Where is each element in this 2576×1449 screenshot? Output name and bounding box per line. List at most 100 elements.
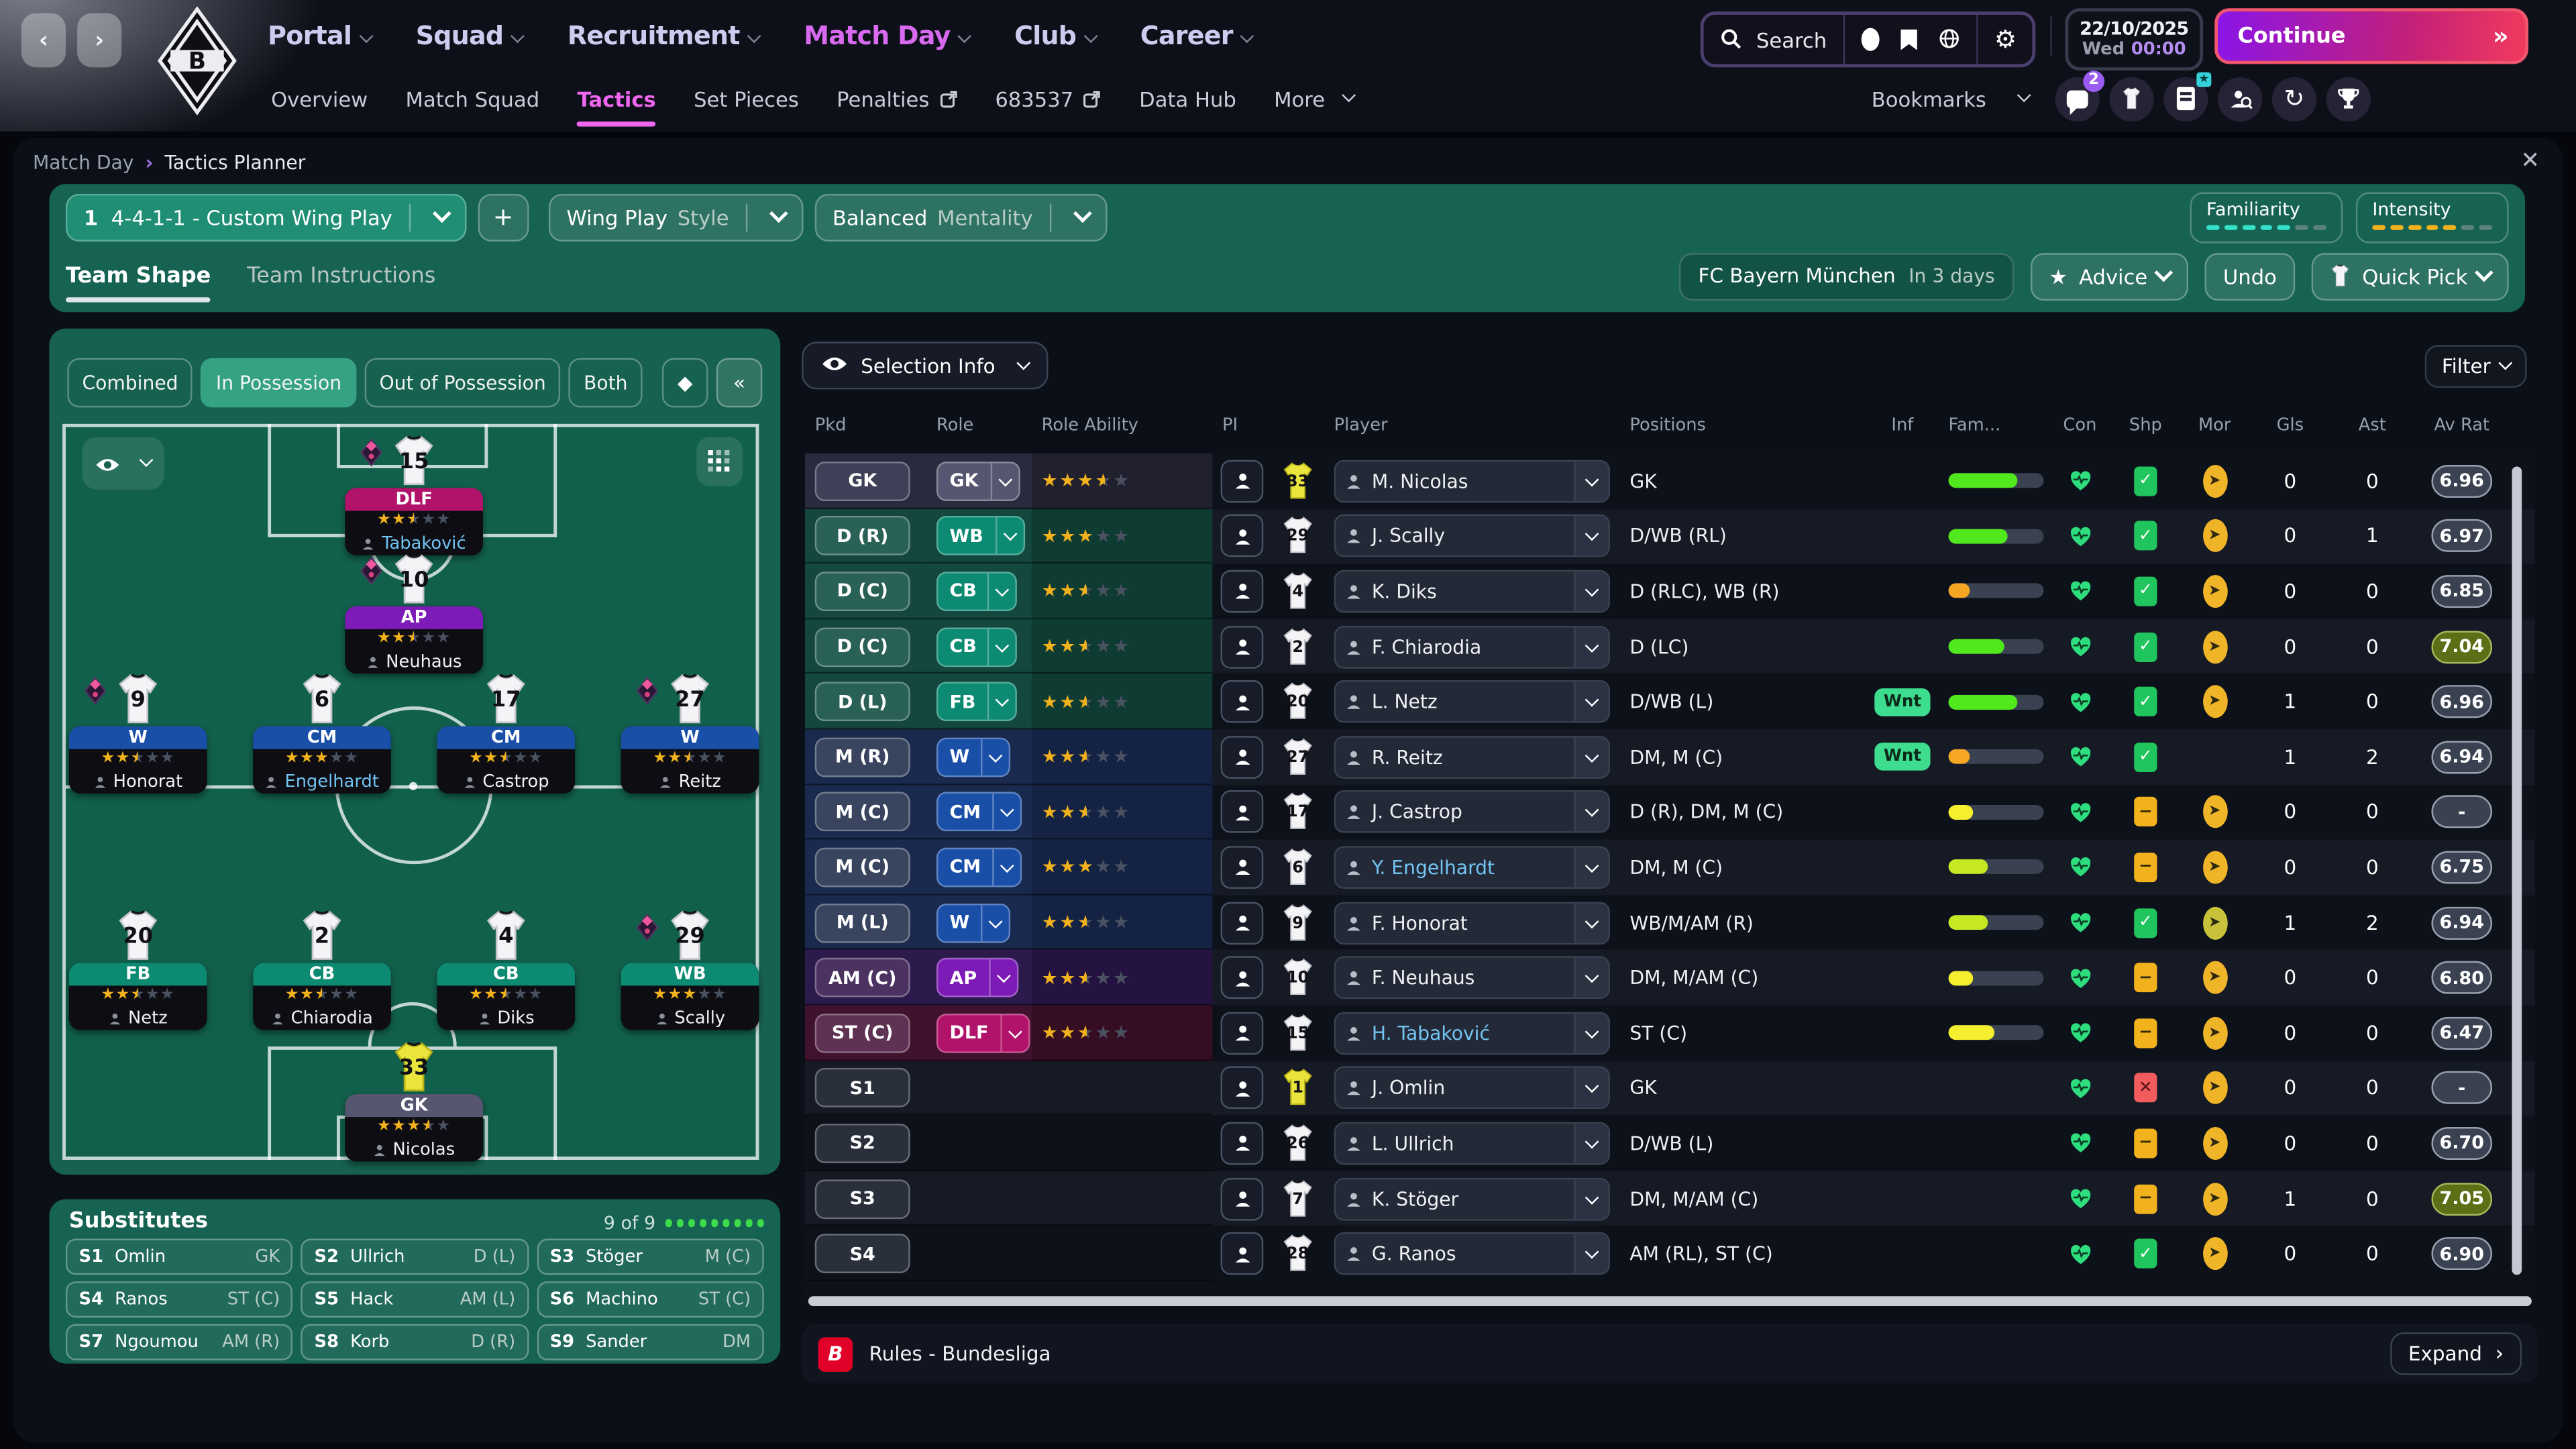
tactics-pitch[interactable]: 15 DLF ★★★★★ Tabaković 10 AP ★★★★★ Neuha… bbox=[62, 423, 759, 1162]
pitch-player-reitz[interactable]: 27 W ★★★★★ Reitz bbox=[621, 674, 759, 794]
close-icon[interactable]: ✕ bbox=[2520, 148, 2540, 174]
table-row-f-chiarodia[interactable]: D (C) CB ★★★★★ 2 F. Chiarodia D (LC) ✓ ➤… bbox=[805, 619, 2535, 675]
tab-team-instructions[interactable]: Team Instructions bbox=[247, 264, 436, 288]
pitch-filter-combined[interactable]: Combined bbox=[67, 358, 193, 408]
pitch-filter-out-of-possession[interactable]: Out of Possession bbox=[364, 358, 561, 408]
add-tactic-button[interactable]: + bbox=[478, 193, 529, 241]
bookmark-flag-icon[interactable] bbox=[1900, 28, 1917, 50]
picked-position-button[interactable]: M (C) bbox=[814, 847, 910, 888]
role-dropdown[interactable]: FB bbox=[936, 682, 1017, 722]
column-header-pkd[interactable]: Pkd bbox=[814, 415, 847, 435]
role-dropdown[interactable]: GK bbox=[936, 461, 1020, 501]
player-instructions-button[interactable] bbox=[1220, 1177, 1264, 1220]
tab-overview[interactable]: Overview bbox=[271, 86, 368, 111]
role-dropdown[interactable]: CM bbox=[936, 847, 1022, 888]
picked-position-button[interactable]: S4 bbox=[814, 1234, 910, 1274]
column-header-mor[interactable]: Mor bbox=[2198, 415, 2231, 435]
menu-item-club[interactable]: Club bbox=[1014, 21, 1098, 51]
player-instructions-button[interactable] bbox=[1220, 515, 1264, 558]
substitute-s8[interactable]: S8 Korb D (R) bbox=[301, 1324, 529, 1360]
picked-position-button[interactable]: D (R) bbox=[814, 516, 910, 556]
picked-position-button[interactable]: D (C) bbox=[814, 627, 910, 667]
trophy-icon[interactable] bbox=[2326, 76, 2371, 121]
table-row-h-tabakovi-[interactable]: ST (C) DLF ★★★★★ 15 H. Tabaković ST (C) … bbox=[805, 1005, 2535, 1061]
role-dropdown[interactable]: AP bbox=[936, 958, 1018, 998]
tab-penalties[interactable]: Penalties bbox=[837, 87, 957, 111]
column-header-gls[interactable]: Gls bbox=[2276, 415, 2304, 435]
pitch-player-chiarodia[interactable]: 2 CB ★★★★★ Chiarodia bbox=[253, 910, 391, 1030]
column-header-inf[interactable]: Inf bbox=[1891, 415, 1914, 435]
familiarity-meter[interactable]: Familiarity bbox=[2190, 191, 2343, 243]
mentality-dropdown[interactable]: Balanced Mentality bbox=[814, 193, 1107, 241]
tab-more[interactable]: More bbox=[1274, 87, 1357, 111]
player-dropdown[interactable]: F. Honorat bbox=[1334, 901, 1611, 945]
tab-match-squad[interactable]: Match Squad bbox=[405, 86, 540, 111]
player-instructions-button[interactable] bbox=[1220, 1122, 1264, 1165]
report-doc-icon[interactable]: ★ bbox=[2163, 71, 2212, 121]
picked-position-button[interactable]: GK bbox=[814, 461, 910, 501]
player-dropdown[interactable]: H. Tabaković bbox=[1334, 1011, 1611, 1055]
history-forward-button[interactable]: › bbox=[77, 13, 122, 68]
player-dropdown[interactable]: J. Scally bbox=[1334, 515, 1611, 558]
quick-pick-dropdown[interactable]: Quick Pick bbox=[2311, 252, 2509, 300]
table-row-j-scally[interactable]: D (R) WB ★★★★★ 29 J. Scally D/WB (RL) ✓ … bbox=[805, 508, 2535, 564]
picked-position-button[interactable]: M (L) bbox=[814, 902, 910, 943]
pitch-filter-in-possession[interactable]: In Possession bbox=[201, 358, 357, 408]
pitch-player-scally[interactable]: 29 WB ★★★★★ Scally bbox=[621, 910, 759, 1030]
picked-position-button[interactable]: ST (C) bbox=[814, 1013, 910, 1053]
player-dropdown[interactable]: K. Diks bbox=[1334, 570, 1611, 613]
table-row-l-ullrich[interactable]: S2 26 L. Ullrich D/WB (L) − ➤ 0 0 6.70 bbox=[805, 1116, 2535, 1171]
column-header-role[interactable]: Role bbox=[936, 415, 974, 435]
column-header-positions[interactable]: Positions bbox=[1629, 415, 1706, 435]
player-instructions-button[interactable] bbox=[1220, 790, 1264, 834]
role-dropdown[interactable]: CB bbox=[936, 572, 1018, 611]
advice-dropdown[interactable]: ★ Advice bbox=[2031, 252, 2189, 300]
column-header-fam-[interactable]: Fam... bbox=[1948, 415, 2001, 435]
column-header-role-ability[interactable]: Role Ability bbox=[1041, 415, 1138, 435]
player-instructions-button[interactable] bbox=[1220, 570, 1264, 613]
picked-position-button[interactable]: S3 bbox=[814, 1179, 910, 1218]
menu-item-career[interactable]: Career bbox=[1140, 21, 1255, 51]
pitch-player-neuhaus[interactable]: 10 AP ★★★★★ Neuhaus bbox=[345, 553, 484, 674]
game-date[interactable]: 22/10/2025 Wed 00:00 bbox=[2065, 8, 2204, 71]
vertical-scrollbar[interactable] bbox=[2512, 466, 2522, 1275]
role-dropdown[interactable]: CM bbox=[936, 792, 1022, 833]
player-dropdown[interactable]: K. Stöger bbox=[1334, 1177, 1611, 1220]
gear-icon[interactable]: ⚙ bbox=[1994, 23, 2017, 54]
column-header-shp[interactable]: Shp bbox=[2129, 415, 2162, 435]
table-row-k-st-ger[interactable]: S3 7 K. Stöger DM, M/AM (C) − ➤ 1 0 7.05 bbox=[805, 1171, 2535, 1226]
table-row-y-engelhardt[interactable]: M (C) CM ★★★★★ 6 Y. Engelhardt DM, M (C)… bbox=[805, 839, 2535, 896]
pitch-view-dropdown[interactable] bbox=[82, 437, 164, 490]
pitch-grid-toggle[interactable] bbox=[696, 437, 743, 486]
picked-position-button[interactable]: M (R) bbox=[814, 737, 910, 777]
column-header-pi[interactable]: PI bbox=[1222, 415, 1238, 435]
shirt-icon[interactable] bbox=[2109, 76, 2154, 121]
player-instructions-button[interactable] bbox=[1220, 735, 1264, 779]
player-dropdown[interactable]: L. Netz bbox=[1334, 680, 1611, 723]
table-row-g-ranos[interactable]: S4 28 G. Ranos AM (RL), ST (C) ✓ ➤ 0 0 6… bbox=[805, 1226, 2535, 1281]
expand-button[interactable]: Expand › bbox=[2390, 1332, 2522, 1375]
tab-team-shape[interactable]: Team Shape bbox=[65, 264, 212, 302]
role-dropdown[interactable]: CB bbox=[936, 627, 1018, 667]
pitch-player-honorat[interactable]: 9 W ★★★★★ Honorat bbox=[68, 674, 207, 794]
substitute-s4[interactable]: S4 Ranos ST (C) bbox=[65, 1281, 293, 1318]
pitch-player-nicolas[interactable]: 33 GK ★★★★★ Nicolas bbox=[345, 1042, 484, 1162]
formation-dropdown[interactable]: 1 4-4-1-1 - Custom Wing Play bbox=[65, 193, 467, 241]
table-row-f-honorat[interactable]: M (L) W ★★★★★ 9 F. Honorat WB/M/AM (R) ✓… bbox=[805, 895, 2535, 951]
style-dropdown[interactable]: Wing Play Style bbox=[548, 193, 803, 241]
player-instructions-button[interactable] bbox=[1220, 1067, 1264, 1110]
tab-683537[interactable]: 683537 bbox=[995, 87, 1101, 111]
player-dropdown[interactable]: Y. Engelhardt bbox=[1334, 846, 1611, 889]
pitch-player-tabaković[interactable]: 15 DLF ★★★★★ Tabaković bbox=[345, 435, 484, 555]
globe-icon[interactable] bbox=[1939, 24, 1960, 56]
player-dropdown[interactable]: M. Nicolas bbox=[1334, 460, 1611, 502]
column-header-av-rat[interactable]: Av Rat bbox=[2434, 415, 2490, 435]
player-instructions-button[interactable] bbox=[1220, 460, 1264, 502]
substitute-s6[interactable]: S6 Machino ST (C) bbox=[536, 1281, 764, 1318]
role-dropdown[interactable]: W bbox=[936, 902, 1011, 943]
collapse-panel-button[interactable]: « bbox=[716, 358, 763, 408]
undo-button[interactable]: Undo bbox=[2204, 252, 2295, 300]
record-circle-icon[interactable] bbox=[1861, 28, 1880, 51]
pitch-player-castrop[interactable]: 17 CM ★★★★★ Castrop bbox=[437, 674, 576, 794]
picked-position-button[interactable]: AM (C) bbox=[814, 958, 910, 998]
